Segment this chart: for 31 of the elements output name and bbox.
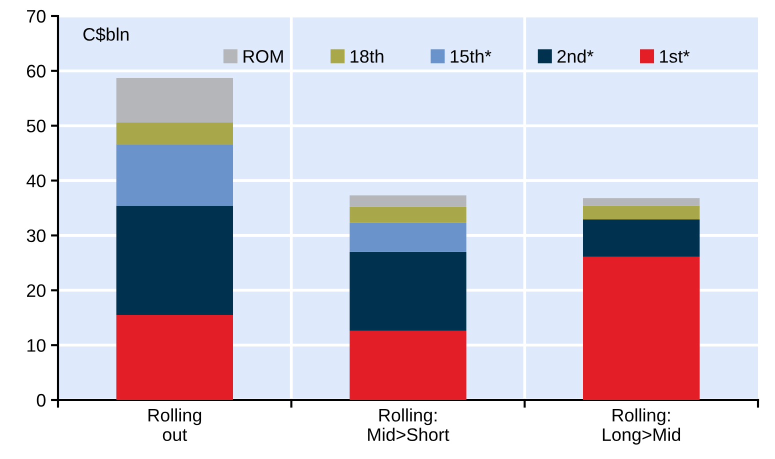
bar <box>350 195 466 207</box>
bar <box>583 198 700 206</box>
bar <box>116 206 233 315</box>
y-tick-label: 50 <box>26 120 46 132</box>
bar <box>116 144 233 206</box>
legend-label: 15th* <box>450 50 492 63</box>
y-tick-label: 10 <box>27 339 46 352</box>
y-tick-label: 70 <box>27 10 46 23</box>
bar <box>350 206 466 223</box>
y-tick-label: 40 <box>26 174 46 188</box>
bar <box>116 78 233 122</box>
bar <box>583 206 700 220</box>
bar <box>116 314 233 400</box>
legend-label: 1st* <box>660 50 690 63</box>
y-axis-title: C$bln <box>83 27 129 42</box>
y-tick-label: 20 <box>27 284 46 298</box>
legend-label: 18th <box>350 50 384 63</box>
y-tick-label: 60 <box>27 64 46 78</box>
bar <box>350 252 466 331</box>
y-tick-label: 0 <box>36 394 46 407</box>
bar <box>350 330 466 400</box>
legend-label: 2nd* <box>558 50 594 63</box>
bar <box>116 122 233 144</box>
x-tick-label: Rolling out <box>148 408 202 442</box>
y-tick-label: 30 <box>26 229 46 242</box>
x-tick-label: Rolling: Long>Mid <box>602 408 680 445</box>
legend-label: ROM <box>244 50 283 63</box>
x-tick-label: Rolling: Mid>Short <box>368 408 450 442</box>
bar <box>350 222 466 252</box>
bar <box>583 220 700 257</box>
bar <box>583 256 700 400</box>
